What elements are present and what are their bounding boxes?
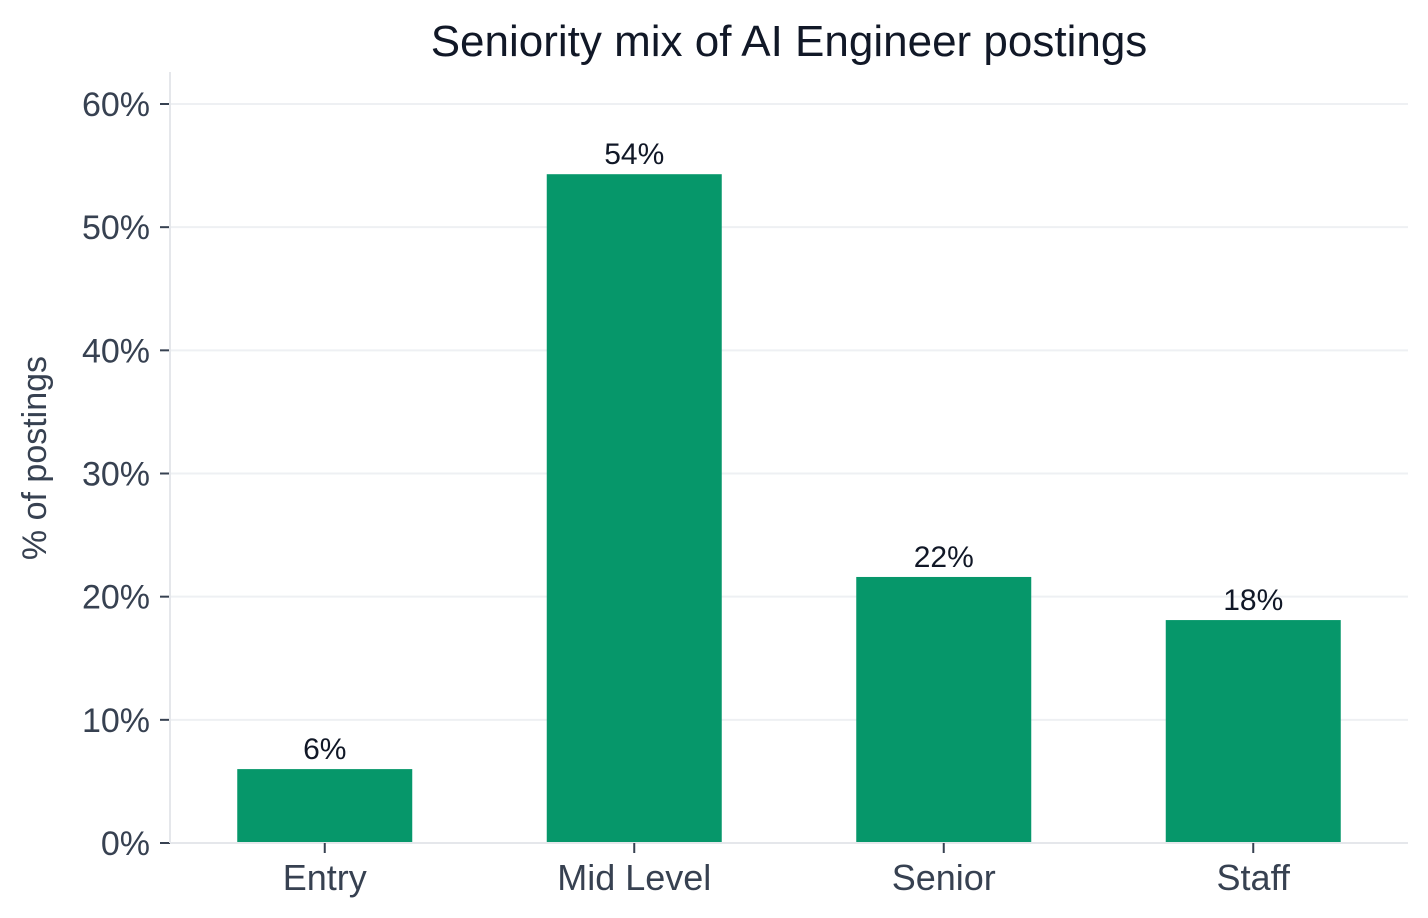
- y-tick-label: 20%: [82, 579, 150, 617]
- bar: [1165, 620, 1341, 843]
- y-tick-label: 50%: [82, 209, 150, 247]
- y-tick-label: 30%: [82, 456, 150, 494]
- x-tick-label: Staff: [1217, 857, 1291, 898]
- data-label: 18%: [1223, 584, 1283, 617]
- chart-title: Seniority mix of AI Engineer postings: [431, 17, 1148, 66]
- axes: 0% 10% 20% 30% 40% 50% 60% Entry Mid Level Senior…: [82, 72, 1408, 898]
- x-tick-label: Entry: [283, 857, 367, 898]
- data-label: 6%: [303, 733, 346, 766]
- data-label: 22%: [914, 541, 974, 574]
- data-label: 54%: [604, 138, 664, 171]
- bar: [546, 174, 722, 843]
- y-tick-label: 0%: [101, 825, 150, 863]
- y-tick-label: 10%: [82, 702, 150, 740]
- y-axis-label: % of postings: [16, 356, 54, 560]
- y-tick-label: 40%: [82, 332, 150, 370]
- x-tick-label: Mid Level: [557, 857, 711, 898]
- bar: [856, 576, 1032, 843]
- bars: [237, 174, 1341, 843]
- bar: [237, 769, 413, 843]
- y-tick-label: 60%: [82, 86, 150, 124]
- x-tick-label: Senior: [892, 857, 996, 898]
- data-labels: 6% 54% 22% 18%: [303, 138, 1283, 766]
